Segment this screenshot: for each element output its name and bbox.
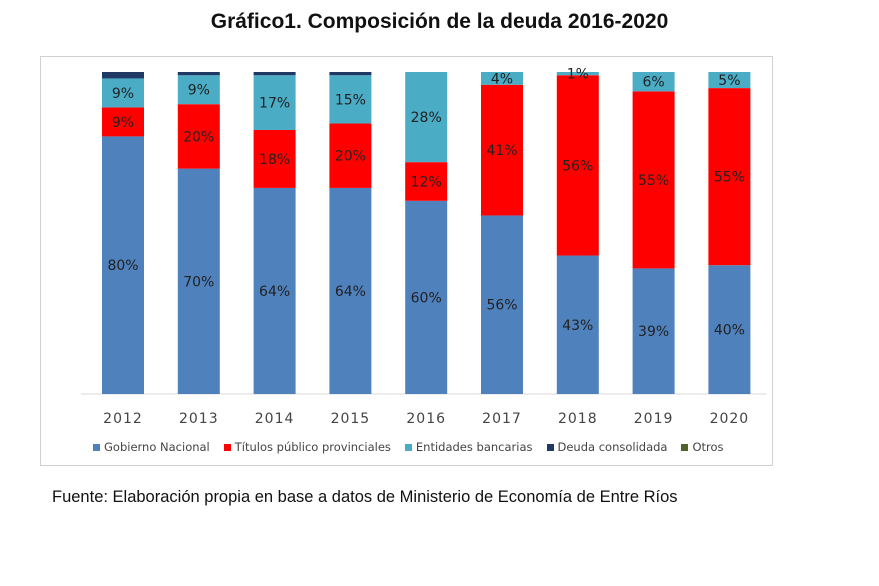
bar-segment-2015-1 xyxy=(329,123,372,188)
data-label-2018-1: 56% xyxy=(562,158,593,174)
bar-segment-2012-3 xyxy=(102,72,144,79)
data-label-2020-1: 55% xyxy=(714,170,745,186)
data-label-2015-0: 64% xyxy=(335,284,366,300)
data-label-2014-0: 64% xyxy=(259,284,290,300)
data-label-2013-2: 9% xyxy=(188,83,210,99)
x-tick-label-2019: 2019 xyxy=(634,411,674,427)
bar-segment-2017-2 xyxy=(481,72,523,85)
data-label-2013-0: 70% xyxy=(183,274,214,290)
bar-segment-2018-1 xyxy=(556,75,599,256)
data-label-2012-2: 9% xyxy=(112,86,134,102)
x-tick-label-2013: 2013 xyxy=(179,411,219,427)
bar-segment-2012-2 xyxy=(102,78,144,108)
data-label-2019-0: 39% xyxy=(638,324,669,340)
bar-segment-2013-2 xyxy=(177,75,220,105)
bar-segment-2016-1 xyxy=(405,162,448,201)
x-tick-label-2015: 2015 xyxy=(331,411,371,427)
bar-segment-2013-3 xyxy=(177,72,220,76)
chart-area: 80% 9% 9% 2012 70% 20% 9% 2013 64% 18% 17% 2014 64% 2… xyxy=(40,56,773,466)
bar-segment-2015-3 xyxy=(329,72,372,76)
bar-segment-2014-3 xyxy=(253,72,296,76)
data-label-2018-0: 43% xyxy=(562,318,593,334)
data-label-2020-0: 40% xyxy=(714,323,745,339)
chart-source: Fuente: Elaboración propia en base a dat… xyxy=(52,488,678,506)
legend-swatch xyxy=(546,443,554,451)
bar-segment-2019-1 xyxy=(632,91,675,269)
bar-segment-2019-0 xyxy=(632,268,675,394)
legend-swatch xyxy=(93,443,100,451)
legend-item-0: Gobierno Nacional xyxy=(93,440,210,454)
data-label-2012-0: 80% xyxy=(107,258,138,274)
x-tick-label-2017: 2017 xyxy=(482,411,522,427)
bar-segment-2012-1 xyxy=(102,107,144,137)
legend-item-2: Entidades bancarias xyxy=(404,440,533,454)
bar-segment-2019-2 xyxy=(632,72,675,92)
bar-segment-2020-1 xyxy=(708,88,751,266)
data-label-2019-1: 55% xyxy=(638,173,669,189)
legend-label: Otros xyxy=(692,440,724,454)
stacked-bar-chart: 80% 9% 9% 2012 70% 20% 9% 2013 64% 18% 17% 2014 64% 2… xyxy=(81,67,766,427)
bar-segment-2015-2 xyxy=(329,75,372,124)
bar-segment-2017-1 xyxy=(481,84,523,216)
x-tick-label-2012: 2012 xyxy=(103,411,143,427)
bar-segment-2016-0 xyxy=(405,200,448,394)
legend-item-4: Otros xyxy=(681,440,724,454)
bar-segment-2014-2 xyxy=(253,75,296,130)
data-label-2016-0: 60% xyxy=(411,290,442,306)
legend-item-3: Deuda consolidada xyxy=(546,440,668,454)
x-tick-label-2016: 2016 xyxy=(406,411,446,427)
bar-segment-2014-1 xyxy=(253,129,296,188)
chart-title: Gráfico1. Composición de la deuda 2016-2… xyxy=(210,10,669,33)
legend-swatch xyxy=(681,443,689,451)
bar-segment-2018-0 xyxy=(556,255,599,394)
data-label-2013-1: 20% xyxy=(183,129,214,145)
data-label-2015-2: 15% xyxy=(335,92,366,108)
x-tick-label-2014: 2014 xyxy=(255,411,295,427)
chart-legend: Gobierno Nacional Títulos público provinc… xyxy=(93,440,793,454)
legend-label: Deuda consolidada xyxy=(557,440,668,454)
bar-segment-2014-0 xyxy=(253,187,296,394)
legend-swatch xyxy=(404,443,412,451)
legend-label: Entidades bancarias xyxy=(415,440,533,454)
bar-segment-2012-0 xyxy=(102,136,144,394)
bar-segment-2017-0 xyxy=(481,215,523,394)
x-tick-label-2020: 2020 xyxy=(710,411,750,427)
x-tick-label-2018: 2018 xyxy=(558,411,598,427)
data-label-2016-1: 12% xyxy=(411,174,442,190)
bar-segment-2013-1 xyxy=(177,104,220,169)
data-label-2016-2: 28% xyxy=(411,110,442,126)
legend-swatch xyxy=(223,443,231,451)
legend-label: Títulos público provinciales xyxy=(234,440,391,454)
data-label-2012-1: 9% xyxy=(112,115,134,131)
data-label-2015-1: 20% xyxy=(335,149,366,165)
bar-segment-2015-0 xyxy=(329,187,372,394)
bar-segment-2020-2 xyxy=(708,72,751,89)
legend-item-1: Títulos público provinciales xyxy=(223,440,391,454)
data-label-2020-2: 5% xyxy=(718,73,740,89)
data-label-2018-2: 1% xyxy=(567,67,589,83)
bar-segment-2020-0 xyxy=(708,265,751,394)
bar-segment-2016-2 xyxy=(405,72,448,163)
data-label-2017-1: 41% xyxy=(486,143,517,159)
data-label-2014-2: 17% xyxy=(259,96,290,112)
data-label-2019-2: 6% xyxy=(642,75,664,91)
data-label-2017-2: 4% xyxy=(491,71,513,87)
data-label-2014-1: 18% xyxy=(259,152,290,168)
bar-segment-2013-0 xyxy=(177,168,220,394)
legend-label: Gobierno Nacional xyxy=(104,440,210,454)
data-label-2017-0: 56% xyxy=(486,298,517,314)
bar-segment-2018-2 xyxy=(556,72,599,76)
